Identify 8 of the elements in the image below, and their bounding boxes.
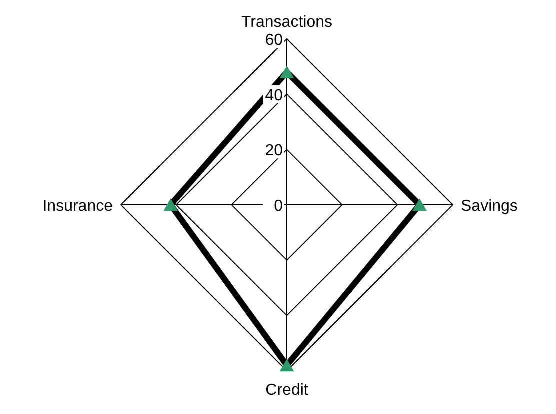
spoke-label: Credit <box>266 382 309 399</box>
y-tick-label: 20 <box>265 142 284 160</box>
spoke-label: Savings <box>461 198 518 215</box>
y-tick-label: 60 <box>265 32 284 49</box>
spoke-label: Transactions <box>242 14 332 31</box>
spoke-label: Insurance <box>42 198 114 215</box>
y-tick-label: 0 <box>274 198 284 215</box>
y-tick-label: 40 <box>265 87 284 104</box>
